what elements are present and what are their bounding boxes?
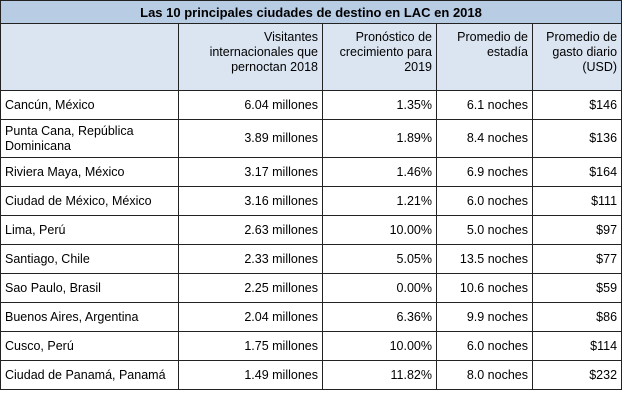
cell-city: Punta Cana, República Dominicana xyxy=(0,119,179,158)
cell-city: Riviera Maya, México xyxy=(0,157,179,187)
cell-visitors: 1.49 millones xyxy=(178,360,323,390)
table-row: Santiago, Chile 2.33 millones 5.05% 13.5… xyxy=(0,244,622,274)
cell-city: Cancún, México xyxy=(0,90,179,120)
cell-growth: 10.00% xyxy=(322,331,437,361)
cell-city: Sao Paulo, Brasil xyxy=(0,273,179,303)
header-visitors: Visitantes internacionales que pernoctan… xyxy=(178,23,323,91)
cell-stay: 10.6 noches xyxy=(436,273,533,303)
cell-city: Ciudad de Panamá, Panamá xyxy=(0,360,179,390)
cell-growth: 1.89% xyxy=(322,119,437,158)
cell-spend: $232 xyxy=(531,360,622,390)
cell-visitors: 3.17 millones xyxy=(178,157,323,187)
table-row: Ciudad de México, México 3.16 millones 1… xyxy=(0,186,622,216)
cell-spend: $97 xyxy=(531,215,622,245)
table-row: Cusco, Perú 1.75 millones 10.00% 6.0 noc… xyxy=(0,331,622,361)
cell-growth: 1.46% xyxy=(322,157,437,187)
cell-visitors: 3.89 millones xyxy=(178,119,323,158)
cell-visitors: 2.63 millones xyxy=(178,215,323,245)
title-row: Las 10 principales ciudades de destino e… xyxy=(0,0,622,24)
cell-growth: 10.00% xyxy=(322,215,437,245)
header-city xyxy=(0,23,179,91)
table-row: Sao Paulo, Brasil 2.25 millones 0.00% 10… xyxy=(0,273,622,303)
cell-growth: 1.21% xyxy=(322,186,437,216)
cell-stay: 6.9 noches xyxy=(436,157,533,187)
cell-stay: 6.0 noches xyxy=(436,331,533,361)
destinations-table: Las 10 principales ciudades de destino e… xyxy=(0,0,622,390)
cell-visitors: 2.25 millones xyxy=(178,273,323,303)
header-spend: Promedio de gasto diario (USD) xyxy=(531,23,622,91)
cell-stay: 6.1 noches xyxy=(436,90,533,120)
table-row: Buenos Aires, Argentina 2.04 millones 6.… xyxy=(0,302,622,332)
table-row: Ciudad de Panamá, Panamá 1.49 millones 1… xyxy=(0,360,622,390)
cell-stay: 6.0 noches xyxy=(436,186,533,216)
cell-city: Lima, Perú xyxy=(0,215,179,245)
cell-spend: $86 xyxy=(531,302,622,332)
cell-growth: 1.35% xyxy=(322,90,437,120)
cell-growth: 5.05% xyxy=(322,244,437,274)
cell-city: Santiago, Chile xyxy=(0,244,179,274)
cell-stay: 9.9 noches xyxy=(436,302,533,332)
header-row: Visitantes internacionales que pernoctan… xyxy=(0,23,622,91)
cell-spend: $111 xyxy=(531,186,622,216)
header-growth: Pronóstico de crecimiento para 2019 xyxy=(322,23,437,91)
table-row: Riviera Maya, México 3.17 millones 1.46%… xyxy=(0,157,622,187)
cell-visitors: 3.16 millones xyxy=(178,186,323,216)
cell-city: Ciudad de México, México xyxy=(0,186,179,216)
cell-growth: 11.82% xyxy=(322,360,437,390)
cell-stay: 8.0 noches xyxy=(436,360,533,390)
cell-spend: $77 xyxy=(531,244,622,274)
cell-visitors: 6.04 millones xyxy=(178,90,323,120)
cell-spend: $114 xyxy=(531,331,622,361)
cell-visitors: 1.75 millones xyxy=(178,331,323,361)
cell-visitors: 2.33 millones xyxy=(178,244,323,274)
cell-spend: $136 xyxy=(531,119,622,158)
header-stay: Promedio de estadía xyxy=(436,23,533,91)
cell-city: Buenos Aires, Argentina xyxy=(0,302,179,332)
cell-stay: 13.5 noches xyxy=(436,244,533,274)
cell-growth: 0.00% xyxy=(322,273,437,303)
cell-stay: 5.0 noches xyxy=(436,215,533,245)
table-row: Lima, Perú 2.63 millones 10.00% 5.0 noch… xyxy=(0,215,622,245)
cell-stay: 8.4 noches xyxy=(436,119,533,158)
cell-city: Cusco, Perú xyxy=(0,331,179,361)
table-title: Las 10 principales ciudades de destino e… xyxy=(0,0,622,24)
table-row: Cancún, México 6.04 millones 1.35% 6.1 n… xyxy=(0,90,622,120)
cell-spend: $146 xyxy=(531,90,622,120)
table-row: Punta Cana, República Dominicana 3.89 mi… xyxy=(0,119,622,158)
table-body: Las 10 principales ciudades de destino e… xyxy=(0,0,622,390)
cell-spend: $59 xyxy=(531,273,622,303)
cell-spend: $164 xyxy=(531,157,622,187)
cell-visitors: 2.04 millones xyxy=(178,302,323,332)
cell-growth: 6.36% xyxy=(322,302,437,332)
